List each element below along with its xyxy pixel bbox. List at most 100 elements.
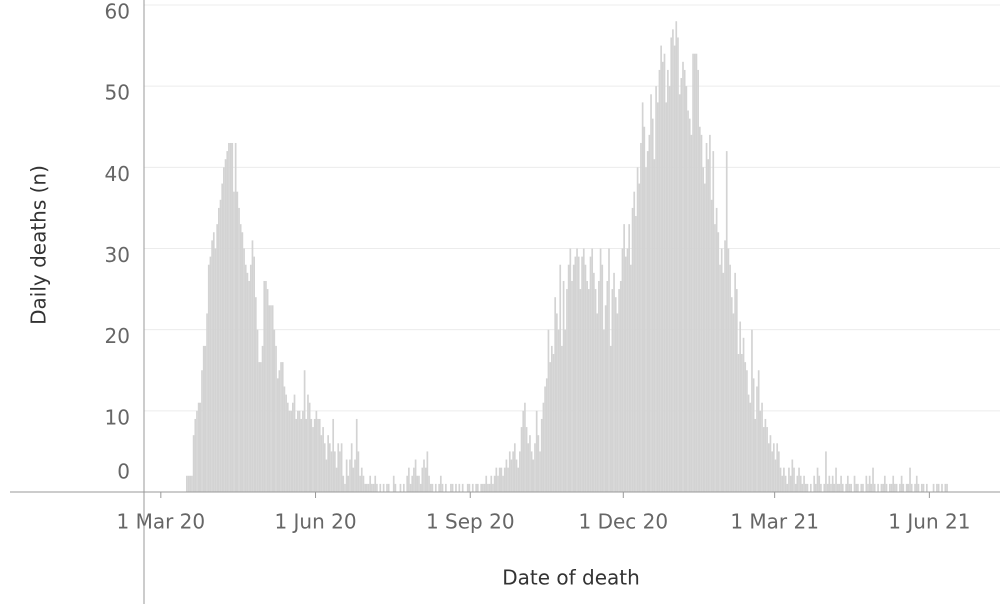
bar bbox=[825, 451, 827, 492]
bar bbox=[741, 354, 743, 492]
y-tick-label: 60 bbox=[105, 0, 130, 24]
bar bbox=[540, 418, 543, 492]
bar bbox=[751, 329, 753, 492]
bar bbox=[293, 394, 296, 492]
bar bbox=[313, 418, 316, 492]
bar bbox=[335, 467, 338, 492]
bar bbox=[571, 280, 573, 492]
bar bbox=[591, 248, 594, 492]
bar bbox=[944, 483, 947, 492]
bar bbox=[574, 256, 577, 492]
bar bbox=[720, 248, 723, 492]
bar bbox=[263, 280, 266, 492]
bar bbox=[658, 69, 661, 492]
bar bbox=[885, 483, 888, 492]
bar bbox=[732, 313, 735, 492]
bar bbox=[258, 362, 261, 492]
bar bbox=[492, 483, 494, 492]
bar bbox=[211, 240, 213, 492]
bar bbox=[458, 483, 461, 492]
bar bbox=[305, 418, 308, 492]
bar bbox=[219, 199, 222, 493]
bar bbox=[846, 475, 849, 492]
bar bbox=[894, 483, 896, 492]
bar bbox=[476, 483, 479, 492]
bar bbox=[347, 475, 350, 492]
bar bbox=[291, 402, 294, 492]
bar bbox=[246, 272, 249, 492]
bar bbox=[882, 483, 884, 492]
bar bbox=[641, 102, 644, 493]
bar bbox=[823, 483, 826, 492]
bar bbox=[789, 475, 792, 492]
bar bbox=[325, 459, 328, 492]
bar bbox=[865, 475, 868, 492]
y-tick-label: 10 bbox=[105, 405, 130, 429]
bar bbox=[593, 272, 595, 492]
bar bbox=[550, 345, 553, 492]
bar bbox=[260, 362, 262, 492]
bar bbox=[735, 289, 738, 492]
bar bbox=[229, 142, 232, 492]
bar bbox=[630, 264, 632, 492]
bar bbox=[345, 459, 348, 492]
bar bbox=[766, 427, 768, 492]
bar bbox=[673, 45, 676, 492]
bar bbox=[648, 134, 651, 492]
bar bbox=[334, 451, 336, 492]
bar bbox=[493, 475, 496, 492]
bar bbox=[290, 410, 292, 492]
bar bbox=[784, 475, 787, 492]
bar bbox=[683, 69, 686, 492]
bar bbox=[604, 305, 607, 492]
bar bbox=[786, 483, 789, 492]
bar bbox=[495, 467, 498, 492]
bar bbox=[451, 483, 454, 492]
bar bbox=[793, 467, 795, 492]
bar bbox=[596, 313, 599, 492]
bar bbox=[719, 264, 721, 492]
bar bbox=[663, 53, 666, 492]
bar bbox=[441, 483, 444, 492]
bar bbox=[737, 354, 740, 492]
bar bbox=[946, 483, 948, 492]
bar bbox=[645, 167, 647, 493]
bar bbox=[355, 418, 358, 492]
y-tick-label: 40 bbox=[105, 162, 130, 186]
bar bbox=[241, 232, 244, 492]
bar bbox=[197, 402, 200, 492]
bar bbox=[764, 418, 767, 492]
bar bbox=[409, 483, 412, 492]
bar bbox=[278, 370, 281, 492]
bar bbox=[303, 370, 306, 492]
bar bbox=[762, 427, 765, 492]
bar bbox=[372, 483, 375, 492]
bar bbox=[656, 102, 659, 493]
bar bbox=[552, 354, 555, 492]
bar bbox=[261, 345, 264, 492]
bar bbox=[804, 483, 807, 492]
bar bbox=[695, 53, 698, 492]
bar bbox=[704, 183, 706, 493]
bar bbox=[818, 475, 821, 492]
bar bbox=[870, 483, 873, 492]
bar bbox=[271, 305, 274, 492]
bar bbox=[584, 264, 587, 492]
bar bbox=[828, 475, 831, 492]
bar bbox=[186, 475, 188, 492]
bar bbox=[579, 289, 582, 492]
bar bbox=[836, 483, 839, 492]
bar bbox=[628, 224, 631, 492]
bar bbox=[868, 475, 871, 492]
bar bbox=[734, 272, 736, 492]
bar bbox=[685, 86, 688, 493]
bar bbox=[744, 362, 747, 492]
bar bbox=[587, 289, 590, 492]
bar bbox=[308, 402, 311, 492]
bar bbox=[838, 483, 841, 492]
bar bbox=[873, 483, 876, 492]
bar bbox=[926, 483, 928, 492]
bar bbox=[529, 435, 531, 492]
bar bbox=[640, 142, 642, 492]
bar bbox=[845, 483, 847, 492]
